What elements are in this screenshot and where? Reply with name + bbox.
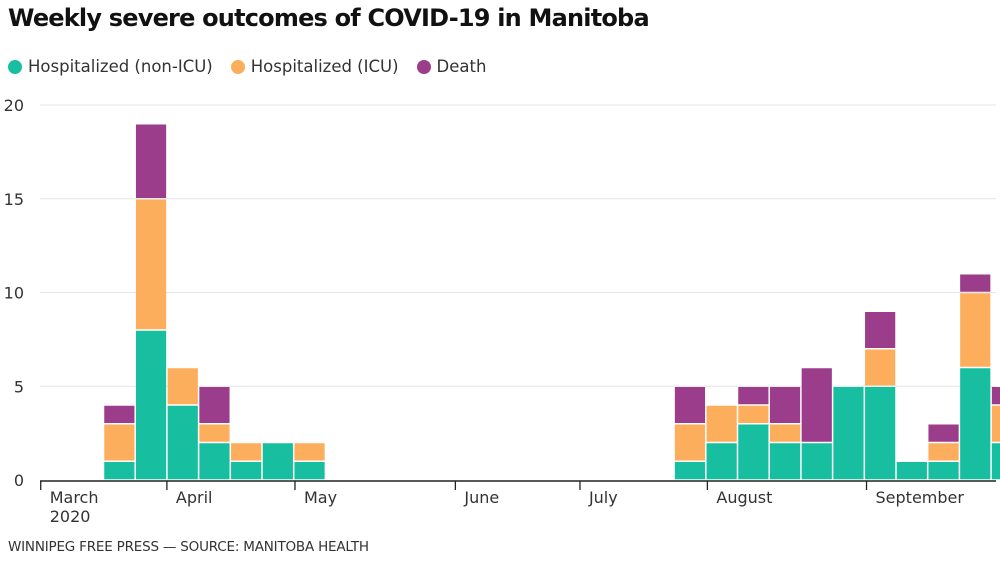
y-tick-label: 20	[4, 96, 24, 115]
bar-segment-non-icu	[991, 443, 1000, 480]
bar-segment-icu	[167, 368, 198, 405]
bar-segment-non-icu	[199, 443, 230, 480]
bar-segment-non-icu	[135, 330, 167, 480]
bar-segment-non-icu	[706, 443, 737, 480]
bar-segment-icu	[199, 424, 230, 442]
bar-segment-death	[801, 368, 832, 442]
bar-segment-death	[674, 387, 706, 423]
bar-segment-non-icu	[104, 462, 135, 480]
bar-segment-icu	[674, 424, 706, 461]
x-tick-label: July	[588, 488, 618, 507]
x-tick-label: March	[50, 488, 99, 507]
x-tick-label: May	[304, 488, 337, 507]
bar-segment-icu	[231, 443, 262, 461]
bar-segment-death	[960, 274, 991, 292]
legend-item-death: Death	[416, 57, 487, 76]
y-tick-label: 0	[14, 471, 24, 490]
bar-segment-death	[769, 387, 801, 423]
legend-dot-death	[416, 59, 431, 74]
x-tick-label: April	[176, 488, 213, 507]
chart-title: Weekly severe outcomes of COVID-19 in Ma…	[8, 4, 650, 32]
bar-segment-icu	[706, 405, 737, 442]
bar-segment-non-icu	[865, 387, 896, 480]
bar-segment-non-icu	[769, 443, 801, 480]
legend-label-non-icu: Hospitalized (non-ICU)	[28, 57, 213, 76]
bar-segment-death	[135, 124, 167, 198]
bar-segment-icu	[738, 405, 769, 423]
bar-segment-icu	[928, 443, 959, 461]
bar-segment-icu	[294, 443, 325, 461]
bar-segment-death	[991, 387, 1000, 405]
legend-label-icu: Hospitalized (ICU)	[250, 57, 399, 76]
bar-segment-icu	[960, 293, 991, 367]
bar-segment-non-icu	[801, 443, 832, 480]
y-axis-labels: 0 5 10 15 20	[4, 96, 24, 490]
bar-segment-death	[865, 312, 896, 348]
legend: Hospitalized (non-ICU) Hospitalized (ICU…	[8, 57, 504, 76]
bar-segment-non-icu	[674, 462, 706, 480]
bar-segment-non-icu	[738, 424, 769, 480]
source-credit: WINNIPEG FREE PRESS — SOURCE: MANITOBA H…	[8, 539, 369, 555]
legend-item-non-icu: Hospitalized (non-ICU)	[8, 57, 213, 76]
bar-segment-death	[738, 387, 769, 405]
bar-segment-non-icu	[167, 405, 198, 480]
bar-segment-non-icu	[294, 462, 325, 480]
bar-segment-icu	[769, 424, 801, 442]
legend-dot-non-icu	[8, 59, 22, 74]
bar-segment-non-icu	[928, 462, 959, 480]
gridlines	[40, 104, 996, 387]
bar-segment-icu	[135, 199, 167, 330]
y-tick-label: 10	[4, 284, 24, 303]
bar-segment-death	[928, 424, 959, 442]
y-tick-label: 5	[14, 377, 24, 396]
bar-segment-icu	[991, 405, 1000, 442]
x-tick-label: September	[876, 488, 965, 507]
bar-segment-icu	[104, 424, 135, 461]
bar-segment-death	[199, 387, 230, 423]
bar-segment-non-icu	[262, 443, 293, 480]
x-tick-label: August	[716, 488, 772, 507]
bar-segment-non-icu	[960, 368, 991, 480]
bars	[104, 124, 1000, 480]
bar-segment-icu	[865, 349, 896, 386]
legend-dot-icu	[230, 59, 245, 74]
y-tick-label: 15	[4, 190, 24, 209]
bar-segment-death	[104, 405, 135, 423]
legend-label-death: Death	[436, 57, 487, 76]
legend-item-icu: Hospitalized (ICU)	[230, 57, 399, 76]
x-tick-label: June	[463, 488, 499, 507]
x-tick-sublabel: 2020	[50, 507, 91, 526]
bar-segment-non-icu	[896, 462, 927, 480]
bar-segment-non-icu	[231, 462, 262, 480]
bar-segment-non-icu	[833, 387, 864, 480]
